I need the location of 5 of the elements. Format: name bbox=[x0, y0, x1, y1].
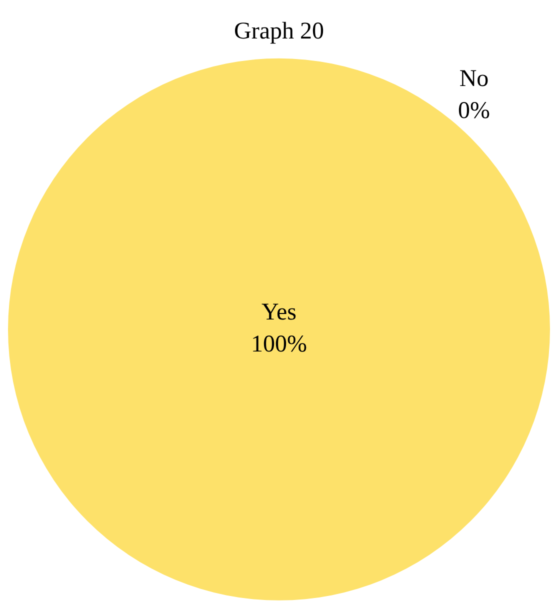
data-label: 100% bbox=[251, 332, 307, 358]
category-label: No bbox=[459, 66, 489, 92]
text: 0% bbox=[458, 98, 490, 124]
slice-label: Yes bbox=[262, 300, 296, 326]
chart-title: Graph 20 bbox=[234, 18, 324, 45]
